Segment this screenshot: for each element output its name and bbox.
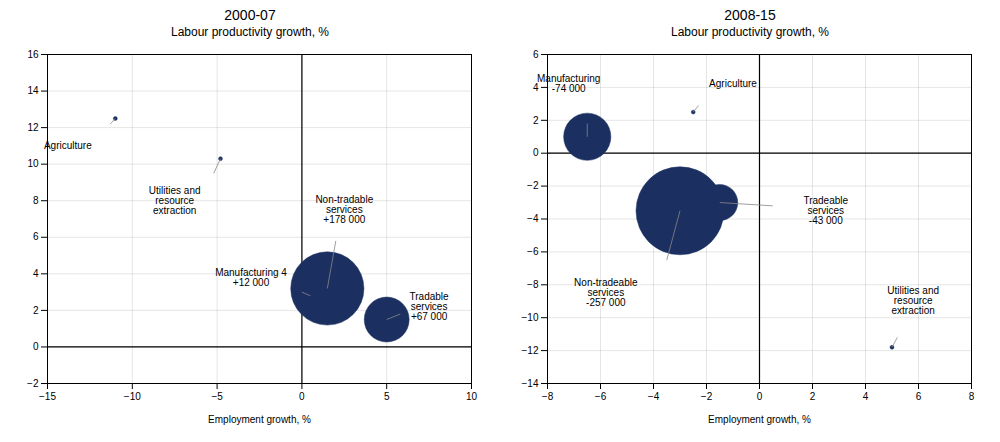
svg-text:10: 10 xyxy=(466,391,478,402)
svg-text:2: 2 xyxy=(33,305,39,316)
svg-text:−12: −12 xyxy=(522,345,539,356)
svg-text:8: 8 xyxy=(969,391,975,402)
svg-text:−4: −4 xyxy=(648,391,660,402)
svg-text:Employment growth, %: Employment growth, % xyxy=(208,414,311,425)
svg-text:−2: −2 xyxy=(701,391,713,402)
svg-text:−4: −4 xyxy=(527,213,539,224)
svg-text:Employment growth, %: Employment growth, % xyxy=(708,414,811,425)
svg-text:Agriculture: Agriculture xyxy=(709,78,757,89)
svg-text:4: 4 xyxy=(33,268,39,279)
svg-text:14: 14 xyxy=(27,85,39,96)
svg-text:Non-tradableservices+178 000: Non-tradableservices+178 000 xyxy=(315,194,373,225)
svg-text:5: 5 xyxy=(384,391,390,402)
svg-text:6: 6 xyxy=(33,231,39,242)
svg-text:Manufacturing 4+12 000: Manufacturing 4+12 000 xyxy=(215,267,287,288)
svg-text:Manufacturing-74 000: Manufacturing-74 000 xyxy=(537,73,600,94)
svg-text:−10: −10 xyxy=(124,391,141,402)
svg-text:Agriculture: Agriculture xyxy=(44,140,92,151)
svg-text:−15: −15 xyxy=(39,391,56,402)
svg-text:−6: −6 xyxy=(595,391,607,402)
svg-text:0: 0 xyxy=(757,391,763,402)
svg-text:4: 4 xyxy=(532,81,539,93)
svg-text:−14: −14 xyxy=(522,378,539,389)
svg-text:−2: −2 xyxy=(527,180,539,191)
html-text:2000-07: 2000-07 xyxy=(224,7,276,23)
svg-text:0: 0 xyxy=(33,341,39,352)
svg-text:−8: −8 xyxy=(542,391,554,402)
svg-text:10: 10 xyxy=(27,158,39,169)
svg-text:6: 6 xyxy=(533,49,539,60)
svg-text:Tradeableservices-43 000: Tradeableservices-43 000 xyxy=(803,195,848,226)
svg-text:2: 2 xyxy=(533,115,539,126)
svg-text:Non-tradeableservices-257 000: Non-tradeableservices-257 000 xyxy=(574,277,638,308)
svg-text:−5: −5 xyxy=(211,391,223,402)
svg-text:Utilities andresourceextractio: Utilities andresourceextraction xyxy=(887,285,939,316)
svg-text:Utilities andresourceextractio: Utilities andresourceextraction xyxy=(149,185,201,216)
svg-text:Tradableservices+67 000: Tradableservices+67 000 xyxy=(410,291,450,322)
svg-text:0: 0 xyxy=(299,391,305,402)
svg-text:−2: −2 xyxy=(27,378,39,389)
svg-text:4: 4 xyxy=(863,391,869,402)
svg-text:8: 8 xyxy=(33,195,39,206)
html-text:2008-15: 2008-15 xyxy=(724,7,776,23)
svg-text:6: 6 xyxy=(916,391,922,402)
html-text:Labour productivity growth, %: Labour productivity growth, % xyxy=(671,25,829,39)
svg-text:12: 12 xyxy=(27,122,39,133)
svg-text:−6: −6 xyxy=(527,246,539,257)
svg-text:2: 2 xyxy=(810,391,816,402)
svg-text:16: 16 xyxy=(27,49,39,60)
html-text:Labour productivity growth, %: Labour productivity growth, % xyxy=(171,25,329,39)
svg-text:0: 0 xyxy=(533,147,539,158)
svg-text:−8: −8 xyxy=(527,279,539,290)
svg-text:−10: −10 xyxy=(522,312,539,323)
